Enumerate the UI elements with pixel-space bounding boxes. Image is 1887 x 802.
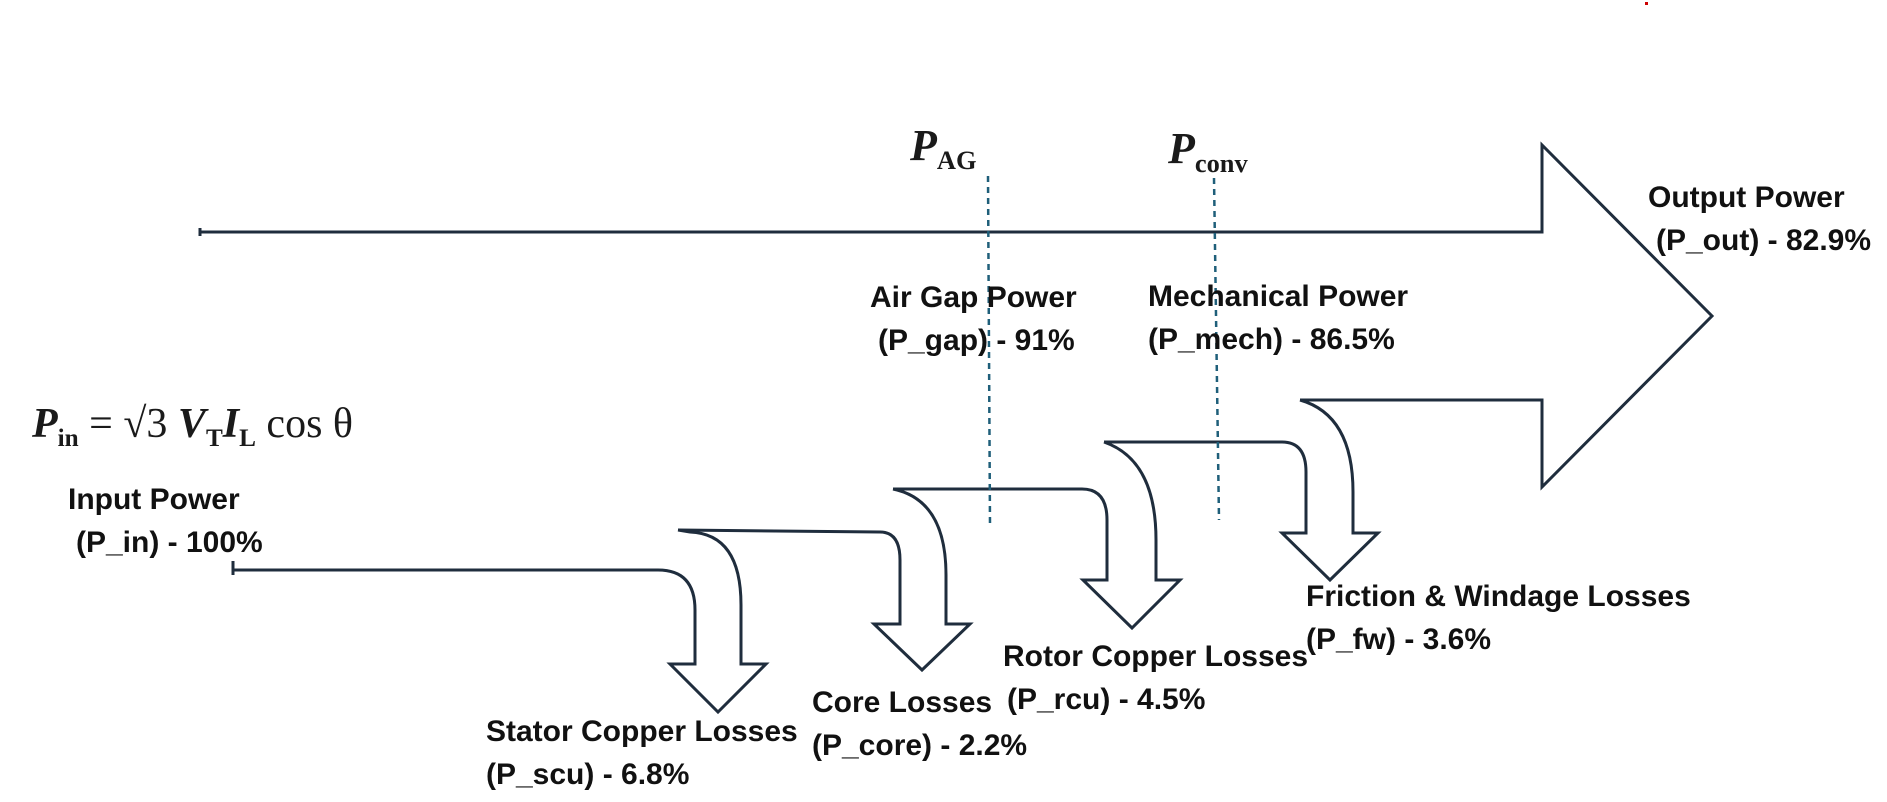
core-losses-title: Core Losses — [812, 686, 993, 719]
rotor-copper-loss-arrow — [893, 440, 1184, 631]
mechanical-power-title: Mechanical Power — [1148, 280, 1409, 313]
p-ag-label: PAG — [910, 121, 977, 176]
input-power-title: Input Power — [68, 483, 240, 516]
mechanical-power-label: Mechanical Power (P_mech) - 86.5% — [1148, 275, 1408, 361]
eq-sqrt: √3 — [123, 401, 168, 447]
main-power-arrow-outline — [200, 141, 1715, 491]
stator-copper-loss-arrow — [233, 528, 770, 715]
core-losses-label: Core Losses (P_core) - 2.2% — [812, 681, 1027, 767]
eq-p-subscript: in — [57, 424, 79, 452]
p-ag-subscript: AG — [936, 145, 977, 176]
red-dot-mark — [1645, 2, 1648, 5]
air-gap-power-title: Air Gap Power — [870, 281, 1077, 314]
stator-copper-losses-label: Stator Copper Losses (P_scu) - 6.8% — [486, 710, 798, 796]
core-losses-value: (P_core) - 2.2% — [812, 729, 1028, 762]
air-gap-divider — [986, 175, 992, 526]
air-gap-power-value: (P_gap) - 91% — [878, 324, 1075, 357]
friction-windage-losses-value: (P_fw) - 3.6% — [1306, 623, 1492, 656]
rotor-copper-losses-title: Rotor Copper Losses — [1003, 640, 1309, 673]
output-power-title: Output Power — [1648, 181, 1845, 214]
input-power-equation: Pin = √3 VTIL cos θ — [32, 401, 354, 452]
output-power-value: (P_out) - 82.9% — [1656, 224, 1872, 257]
rotor-copper-losses-label: Rotor Copper Losses (P_rcu) - 4.5% — [1003, 635, 1308, 721]
output-power-label: Output Power (P_out) - 82.9% — [1648, 176, 1871, 262]
rotor-copper-losses-value: (P_rcu) - 4.5% — [1007, 683, 1206, 716]
converted-power-divider — [1212, 177, 1221, 521]
mechanical-power-value: (P_mech) - 86.5% — [1148, 323, 1395, 356]
core-loss-arrow — [677, 487, 974, 673]
friction-windage-losses-title: Friction & Windage Losses — [1306, 580, 1691, 613]
eq-i-subscript: L — [239, 424, 256, 452]
friction-windage-loss-arrow — [1104, 398, 1382, 583]
eq-v-subscript: T — [205, 424, 223, 452]
p-conv-label: Pconv — [1168, 124, 1248, 179]
input-power-value: (P_in) - 100% — [76, 526, 263, 559]
eq-cos: cos θ — [266, 401, 354, 447]
p-conv-subscript: conv — [1194, 148, 1248, 179]
eq-equals: = — [89, 401, 113, 447]
friction-windage-losses-label: Friction & Windage Losses (P_fw) - 3.6% — [1306, 575, 1691, 661]
input-power-label: Input Power (P_in) - 100% — [68, 478, 263, 564]
stator-copper-losses-title: Stator Copper Losses — [486, 715, 798, 748]
stator-copper-losses-value: (P_scu) - 6.8% — [486, 758, 690, 791]
air-gap-power-label: Air Gap Power (P_gap) - 91% — [870, 276, 1077, 362]
